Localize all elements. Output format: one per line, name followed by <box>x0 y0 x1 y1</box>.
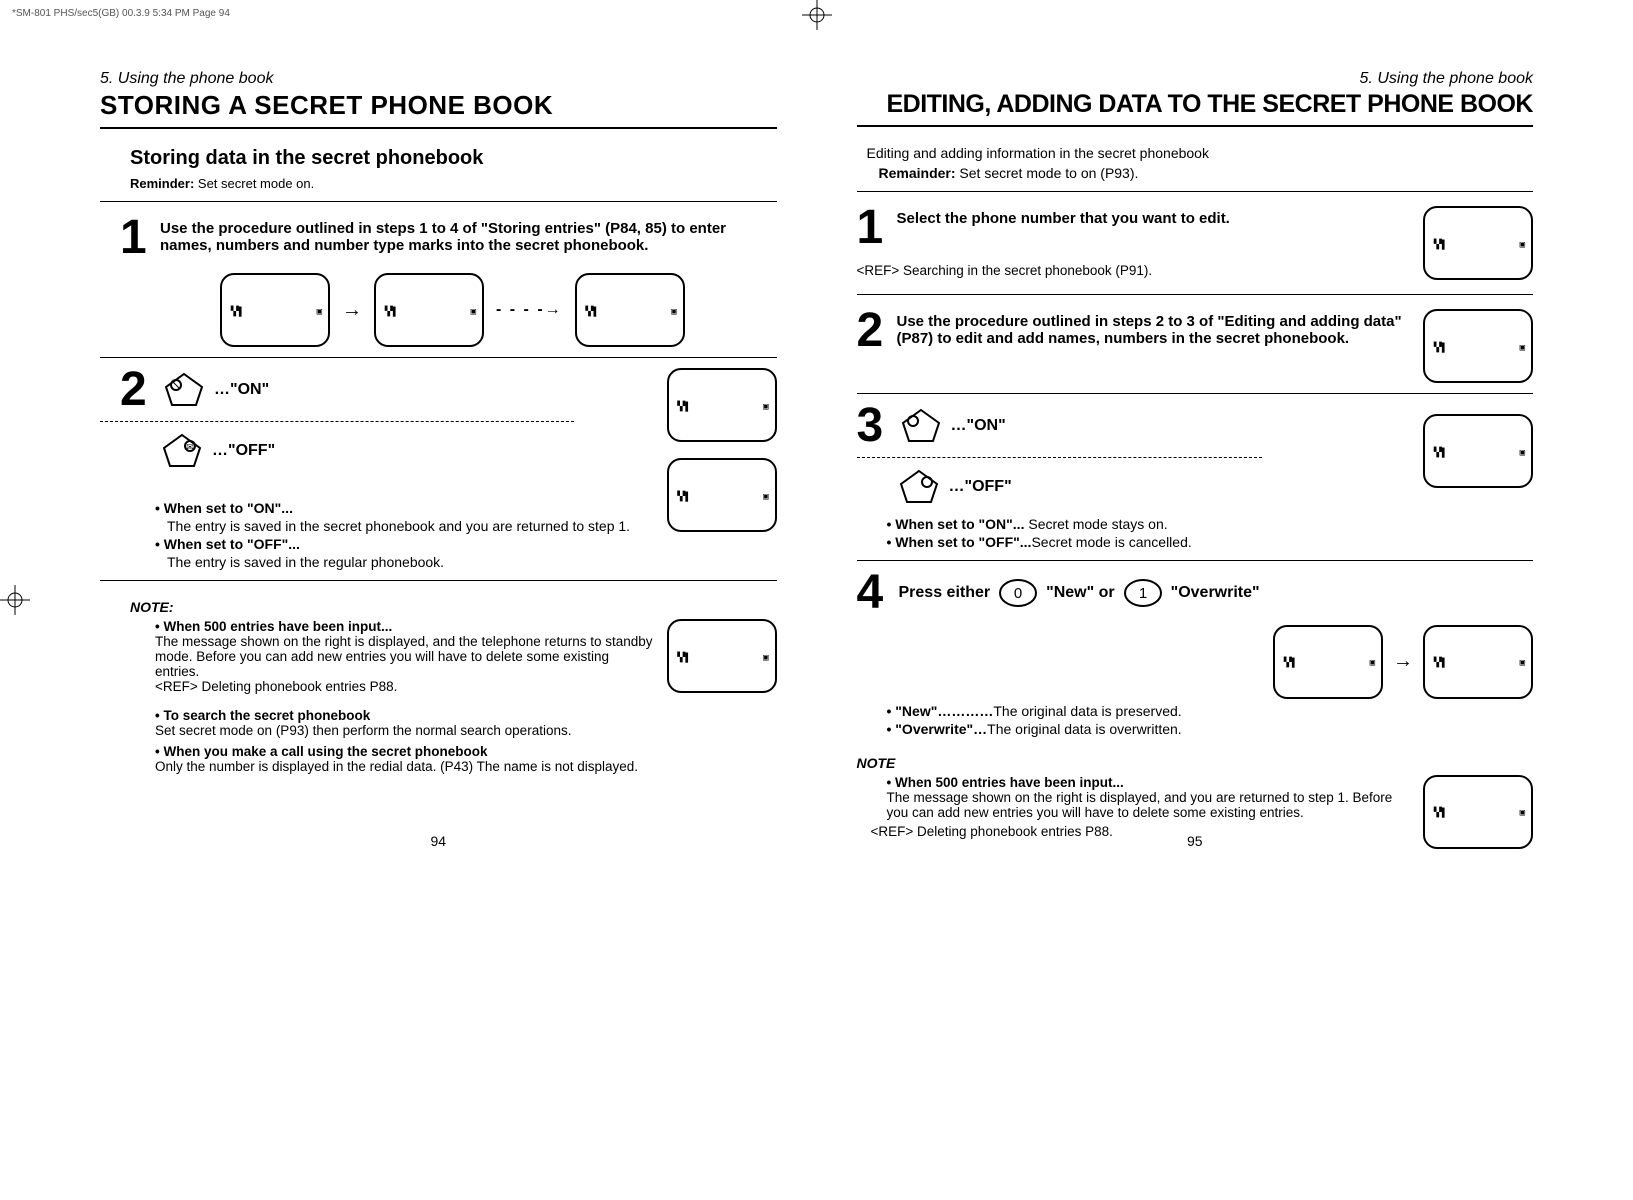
lcd-new-overwrite: ▝▞▌▣ Phone Book New=0 Overwrite=1 <box>1273 625 1383 699</box>
step-4-notes: • "New"…………The original data is preserve… <box>887 703 1534 737</box>
arrow-right-icon: → <box>1393 650 1413 673</box>
step-1-screens: ▝▞▌▣ Phone Book Saved50 Secret10 Empty44… <box>220 273 777 347</box>
step-2-on-label: …"ON" <box>214 381 269 399</box>
step-number: 3 <box>857 404 891 447</box>
page-number: 95 <box>817 833 1574 849</box>
divider <box>857 191 1534 192</box>
step-2-text: Use the procedure outlined in steps 2 to… <box>897 309 1412 347</box>
reminder-label: Reminder: <box>130 176 194 191</box>
on-note-lead: • When set to "ON"... <box>155 500 293 516</box>
intro-line: Editing and adding information in the se… <box>867 145 1534 161</box>
section-subhead: Storing data in the secret phonebook <box>130 147 777 170</box>
left-soft-key-icon <box>899 407 943 445</box>
divider <box>857 560 1534 561</box>
step-number: 4 <box>857 571 891 614</box>
note-heading: NOTE: <box>130 599 777 615</box>
note-search-secret: • To search the secret phonebook Set sec… <box>155 708 777 738</box>
step-4-new: "New" or <box>1046 584 1115 602</box>
step-3-on-label: …"ON" <box>951 417 1006 435</box>
divider <box>857 393 1534 394</box>
page-title: STORING A SECRET PHONE BOOK <box>100 90 777 121</box>
dashed-divider <box>857 457 1263 458</box>
key-1-icon: 1 <box>1123 578 1163 608</box>
left-page: 5. Using the phone book STORING A SECRET… <box>60 30 817 859</box>
step-1-text: Select the phone number that you want to… <box>897 206 1412 227</box>
step-4-overwrite: "Overwrite" <box>1171 584 1260 602</box>
chapter-label: 5. Using the phone book <box>857 70 1534 88</box>
divider <box>100 201 777 202</box>
off-note-body: The entry is saved in the regular phoneb… <box>167 554 777 570</box>
lcd-memory-full: ▝▞▌▣ Memory Full <box>667 619 777 693</box>
step-1: 1 Use the procedure outlined in steps 1 … <box>120 216 777 259</box>
step-number: 2 <box>857 309 891 352</box>
reminder-text: Set secret mode on. <box>194 176 314 191</box>
title-rule <box>100 127 777 129</box>
chapter-label: 5. Using the phone book <box>100 70 777 88</box>
step-4-press: Press either <box>899 584 991 602</box>
left-soft-key-icon <box>162 371 206 409</box>
note-heading: NOTE <box>857 755 1534 771</box>
lcd-secret-toggle: ▝▞▌▣ Secret ◀OnOff▶ <box>1423 414 1533 488</box>
lcd-phonebook-status: ▝▞▌▣ Phone Book Saved50 Secret10 Empty44… <box>220 273 330 347</box>
lcd-name-entry: ▝▞▌▣ Name Andrew Yu A <box>374 273 484 347</box>
page-title: EDITING, ADDING DATA TO THE SECRET PHONE… <box>857 90 1534 119</box>
title-rule <box>857 125 1534 127</box>
dashed-divider <box>100 421 574 422</box>
svg-text:0: 0 <box>1014 585 1022 602</box>
step-1-text: Use the procedure outlined in steps 1 to… <box>160 216 777 254</box>
arrow-dashed-icon: - - - -→ <box>496 301 563 319</box>
page-number: 94 <box>60 833 817 849</box>
lcd-phonebook-saved: ▝▞▌▣ Phone Book Saved <box>667 458 777 532</box>
step-3-off-label: …"OFF" <box>949 478 1012 496</box>
step-3-notes: • When set to "ON"... Secret mode stays … <box>887 516 1534 550</box>
lcd-names-list: ▝▞▌▣ Andrew Yu Rebecca Whit Ricky Rodori… <box>1423 206 1533 280</box>
key-0-icon: 0 <box>998 578 1038 608</box>
arrow-right-icon: → <box>342 299 362 322</box>
svg-text:1: 1 <box>1138 585 1146 602</box>
off-note-lead: • When set to "OFF"... <box>155 536 300 552</box>
note-call-secret: • When you make a call using the secret … <box>155 744 777 774</box>
lcd-secret-saved: ▝▞▌▣ Secret Saved <box>667 368 777 442</box>
reminder-line: Reminder: Set secret mode on. <box>130 176 777 191</box>
svg-text:✉: ✉ <box>186 442 194 452</box>
lcd-phonebook-saved: ▝▞▌▣ Phone Book Saved <box>1423 625 1533 699</box>
divider <box>100 357 777 358</box>
step-number: 1 <box>120 216 154 259</box>
step-2-off-label: …"OFF" <box>212 442 275 460</box>
divider <box>857 294 1534 295</box>
step-number: 2 <box>120 368 154 411</box>
remainder-line: Remainder: Set secret mode to on (P93). <box>879 165 1534 181</box>
right-soft-key-icon: ✉ <box>160 432 204 470</box>
divider <box>100 580 777 581</box>
lcd-secret-toggle: ▝▞▌▣ Secret ◀OnOff▶ <box>575 273 685 347</box>
right-page: 5. Using the phone book EDITING, ADDING … <box>817 30 1574 859</box>
right-soft-key-icon <box>897 468 941 506</box>
lcd-name-edit: ▝▞▌▣ Name Andrew Yu A <box>1423 309 1533 383</box>
step-number: 1 <box>857 206 891 249</box>
